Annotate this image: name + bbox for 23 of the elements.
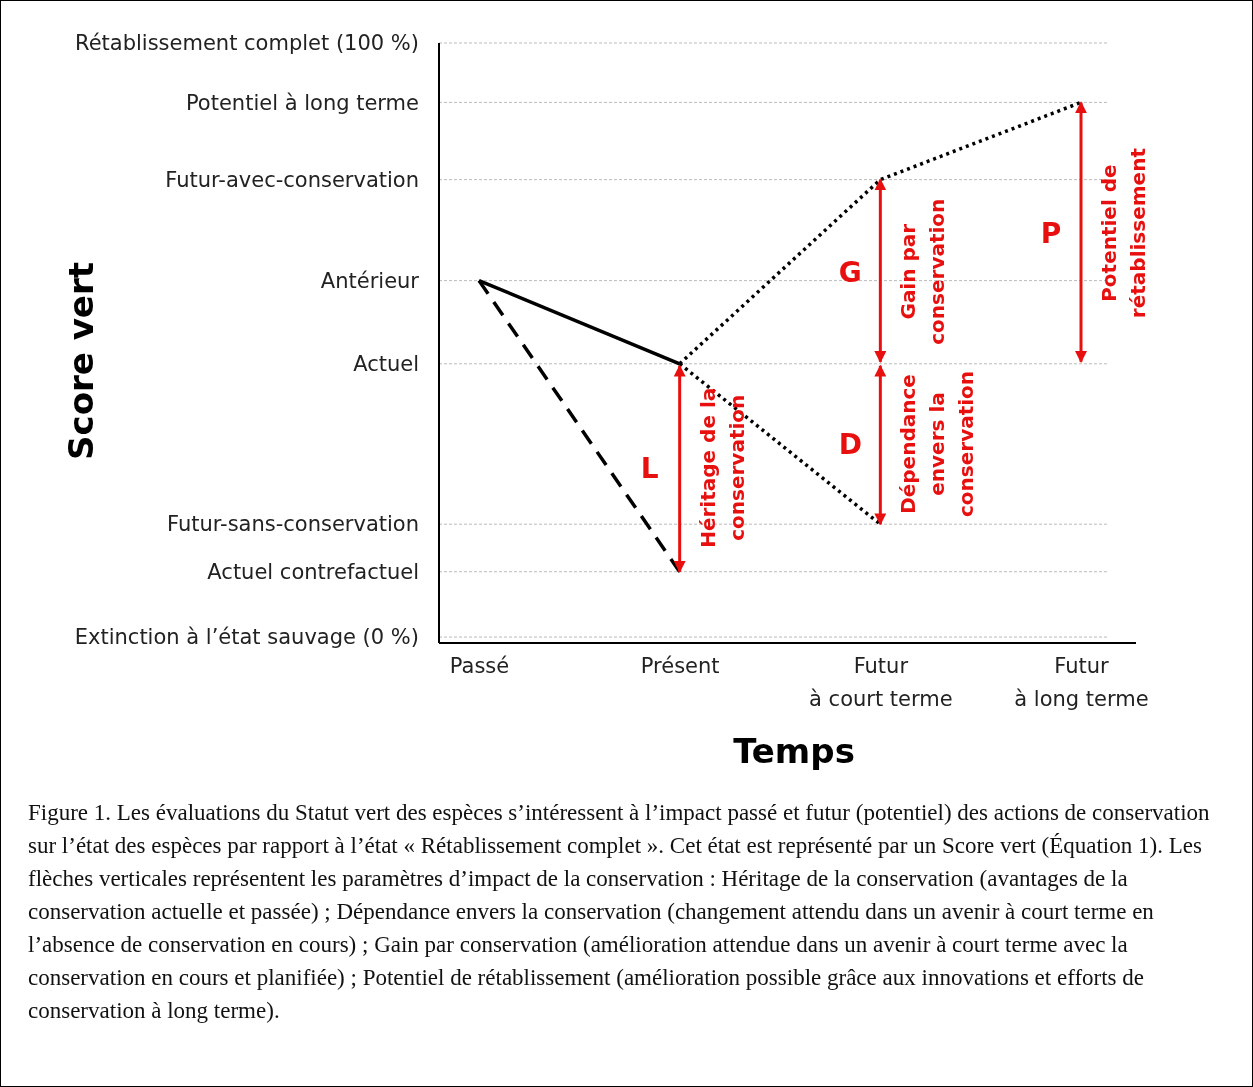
x-tick-label: Futur à court terme <box>809 654 953 711</box>
y-tick-label: Actuel contrefactuel <box>207 559 419 584</box>
y-tick-label: Antérieur <box>320 268 420 293</box>
y-tick-label: Futur-avec-conservation <box>165 167 419 192</box>
y-tick-label: Potentiel à long terme <box>185 90 419 115</box>
annotation: Gain par conservation <box>896 198 950 345</box>
annotation: L <box>640 451 659 485</box>
annotation: Potentiel de rétablissement <box>1097 147 1150 319</box>
x-tick-label: Présent <box>640 654 720 678</box>
annotation: Dépendance envers la conservation <box>896 370 979 518</box>
x-tick-label: Futur à long terme <box>1014 654 1149 711</box>
annotation: G <box>838 255 862 289</box>
y-tick-label: Actuel <box>353 352 419 377</box>
x-tick-label: Passé <box>449 654 510 678</box>
x-axis-title: Temps <box>733 731 855 771</box>
annotation: D <box>838 427 862 461</box>
y-tick-label: Rétablissement complet (100 %) <box>74 31 419 56</box>
y-tick-label: Extinction à l’état sauvage (0 %) <box>74 625 419 650</box>
y-tick-label: Futur-sans-conservation <box>166 512 419 537</box>
annotation: P <box>1040 216 1062 250</box>
y-axis-title: Score vert <box>61 262 101 460</box>
annotation: Héritage de la conservation <box>695 387 749 548</box>
caption: Figure 1. Les évaluations du Statut vert des espèces s’intéressent à l’impact passé et futur (potentiel) des actions de conservation sur l’état des espèces par rapport à l’état « Rétablissement complet ». Cet état est représenté par un Score vert (Équation 1). Les flèches verticales représentent les paramètres d’impact de la conservation : Héritage de la conservation (avantages de la conservation actuelle et passée) ; Dépendance envers la conservation (changement attendu dans un avenir à court terme en l’absence de conservation en cours) ; Gain par conservation (amélioration attendue dans un avenir à court terme avec la conservation en cours et planifiée) ; Potentiel de rétablissement (amélioration possible grâce aux innovations et efforts de conservation à long terme). <box>28 799 1211 1025</box>
